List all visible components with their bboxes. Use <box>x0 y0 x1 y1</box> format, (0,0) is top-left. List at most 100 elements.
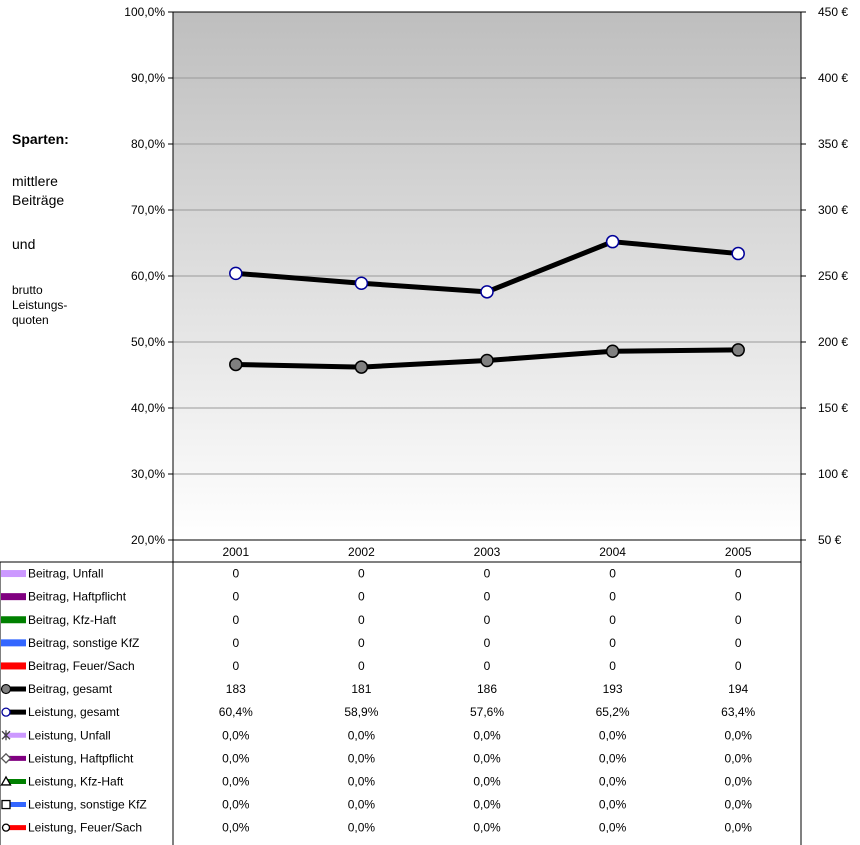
legend-marker <box>1 707 11 717</box>
x-tick-label: 2003 <box>474 545 501 559</box>
legend-label: Leistung, Kfz-Haft <box>28 774 124 788</box>
data-cell: 0,0% <box>222 821 250 835</box>
legend-swatch <box>1 662 26 670</box>
y-right-tick-label: 150 € <box>818 401 848 415</box>
data-cell: 58,9% <box>344 705 378 719</box>
sidebar-line-und: und <box>12 236 36 252</box>
data-cell: 65,2% <box>596 705 630 719</box>
y-right-tick-label: 100 € <box>818 467 848 481</box>
data-cell: 186 <box>477 682 497 696</box>
y-right-tick-label: 450 € <box>818 5 848 19</box>
legend-swatch <box>1 616 26 624</box>
legend-key <box>1 730 26 741</box>
data-cell: 194 <box>728 682 748 696</box>
data-cell: 0 <box>609 590 616 604</box>
data-point <box>354 276 369 291</box>
data-cell: 0,0% <box>473 728 501 742</box>
data-cell: 0,0% <box>222 751 250 765</box>
legend-marker <box>0 752 12 764</box>
legend-label: Beitrag, sonstige KfZ <box>28 636 139 650</box>
legend-key <box>0 752 26 764</box>
data-cell: 0 <box>735 613 742 627</box>
y-left-tick-label: 80,0% <box>131 137 165 151</box>
legend-label: Beitrag, Feuer/Sach <box>28 659 135 673</box>
data-cell: 0,0% <box>222 774 250 788</box>
data-cell: 0 <box>358 636 365 650</box>
data-cell: 0 <box>484 613 491 627</box>
legend-label: Beitrag, gesamt <box>28 682 113 696</box>
y-left-tick-label: 20,0% <box>131 533 165 547</box>
data-cell: 0 <box>609 659 616 673</box>
data-cell: 183 <box>226 682 246 696</box>
y-left-tick-label: 100,0% <box>124 5 165 19</box>
legend-label: Leistung, sonstige KfZ <box>28 798 147 812</box>
legend-key <box>1 662 26 670</box>
data-cell: 0,0% <box>348 728 376 742</box>
data-cell: 0 <box>609 567 616 581</box>
data-cell: 0 <box>358 567 365 581</box>
x-tick-label: 2005 <box>725 545 752 559</box>
data-cell: 0,0% <box>725 728 753 742</box>
data-cell: 0,0% <box>348 774 376 788</box>
data-cell: 57,6% <box>470 705 504 719</box>
legend-label: Leistung, gesamt <box>28 705 120 719</box>
data-cell: 0,0% <box>348 751 376 765</box>
data-point <box>354 360 369 374</box>
data-cell: 0,0% <box>725 751 753 765</box>
x-tick-label: 2002 <box>348 545 375 559</box>
data-cell: 0,0% <box>348 798 376 812</box>
data-point <box>229 357 243 372</box>
x-tick-label: 2001 <box>222 545 249 559</box>
y-right-tick-label: 400 € <box>818 71 848 85</box>
legend-key <box>1 593 26 601</box>
data-cell: 0 <box>232 636 239 650</box>
sidebar-line-brutto: brutto <box>12 283 43 297</box>
data-cell: 0 <box>484 659 491 673</box>
legend-label: Leistung, Unfall <box>28 728 111 742</box>
y-right-tick-label: 50 € <box>818 533 842 547</box>
data-cell: 0 <box>609 636 616 650</box>
data-cell: 0,0% <box>725 798 753 812</box>
y-right-tick-label: 300 € <box>818 203 848 217</box>
data-cell: 0,0% <box>599 821 627 835</box>
legend-key <box>1 823 26 832</box>
x-tick-label: 2004 <box>599 545 626 559</box>
data-cell: 0,0% <box>599 728 627 742</box>
sidebar-line-mittlere: mittlere <box>12 173 58 189</box>
data-cell: 0,0% <box>222 728 250 742</box>
legend-label: Beitrag, Haftpflicht <box>28 590 127 604</box>
data-cell: 0 <box>735 636 742 650</box>
data-cell: 60,4% <box>219 705 253 719</box>
data-cell: 0,0% <box>473 821 501 835</box>
data-cell: 0,0% <box>473 798 501 812</box>
data-point <box>229 266 243 281</box>
data-cell: 0,0% <box>473 774 501 788</box>
legend-key <box>1 616 26 624</box>
sidebar-line-leistungs: Leistungs- <box>12 298 68 312</box>
legend-marker <box>1 799 11 810</box>
y-left-tick-label: 70,0% <box>131 203 165 217</box>
data-point <box>605 234 620 249</box>
data-point <box>480 285 494 299</box>
y-right-tick-label: 200 € <box>818 335 848 349</box>
legend-label: Beitrag, Kfz-Haft <box>28 613 117 627</box>
legend-marker <box>0 775 12 786</box>
legend-key <box>1 799 26 810</box>
data-cell: 0 <box>232 567 239 581</box>
sidebar-line-beitraege: Beiträge <box>12 192 65 208</box>
legend-key <box>1 570 26 578</box>
data-cell: 0,0% <box>599 751 627 765</box>
y-left-tick-label: 50,0% <box>131 335 165 349</box>
y-left-tick-label: 30,0% <box>131 467 165 481</box>
sidebar-heading: Sparten: <box>12 131 69 147</box>
data-cell: 0,0% <box>473 751 501 765</box>
data-cell: 0 <box>232 613 239 627</box>
data-cell: 63,4% <box>721 705 755 719</box>
data-cell: 0 <box>735 590 742 604</box>
legend-swatch <box>1 593 26 601</box>
legend-key <box>0 775 26 786</box>
data-cell: 0 <box>484 567 491 581</box>
data-cell: 0,0% <box>599 774 627 788</box>
data-cell: 0 <box>232 659 239 673</box>
y-left-tick-label: 60,0% <box>131 269 165 283</box>
